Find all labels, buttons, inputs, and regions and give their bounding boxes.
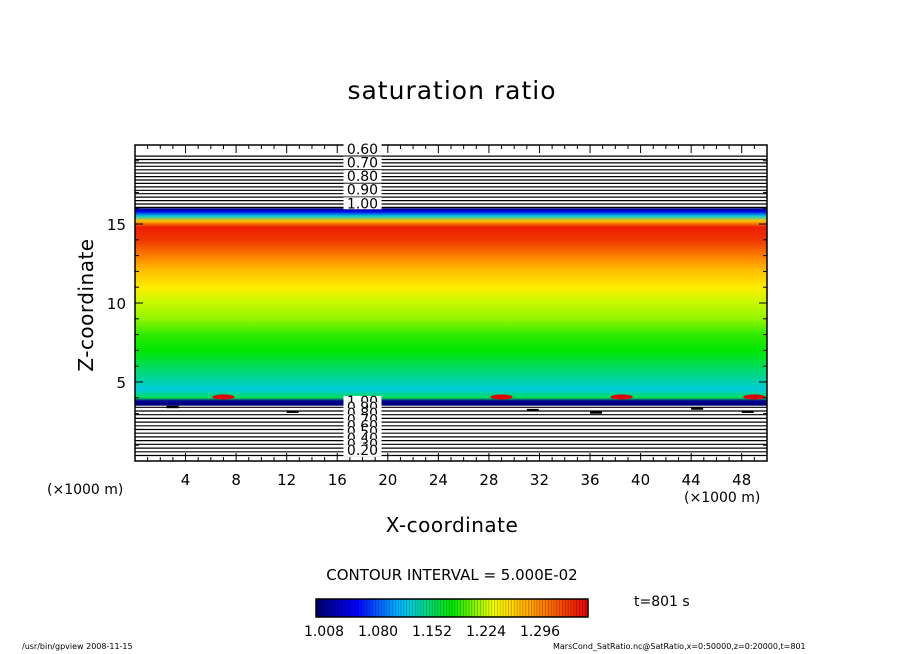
z-unit-label: (×1000 m) <box>47 482 124 498</box>
x-tick-label: 28 <box>479 471 498 489</box>
colorbar-tick-label: 1.008 <box>304 624 344 640</box>
contour-line-upper <box>134 155 768 157</box>
contour-speck <box>166 405 179 409</box>
time-label: t=801 s <box>634 594 690 610</box>
contour-line-upper <box>134 175 768 178</box>
colorbar-tick-label: 1.296 <box>520 624 560 640</box>
contour-label-bg <box>343 142 382 155</box>
contour-speck <box>286 410 299 413</box>
x-tick-label: 8 <box>231 471 241 489</box>
contour-label-upper: 0.70 <box>347 155 378 171</box>
contour-line-lower <box>134 436 768 438</box>
contour-label-bg <box>343 414 382 426</box>
contour-line-lower <box>134 424 768 427</box>
contour-line-lower <box>134 447 768 449</box>
colorbar-fill <box>316 599 588 617</box>
contour-line-upper <box>134 158 768 161</box>
z-tick-label: 15 <box>107 216 126 234</box>
x-tick-label: 24 <box>429 471 448 489</box>
contour-line-lower <box>134 406 768 409</box>
contour-lines <box>134 155 768 457</box>
contour-speck <box>526 408 539 412</box>
contour-interval: CONTOUR INTERVAL = 5.000E-02 <box>326 566 578 584</box>
contour-label-upper: 1.00 <box>347 196 378 212</box>
field-band <box>135 208 767 406</box>
contour-line-lower <box>134 439 768 442</box>
shaded-field <box>135 208 767 406</box>
contour-line-upper <box>134 192 768 195</box>
contour-line-upper <box>134 186 768 188</box>
colorbar-border <box>315 598 589 618</box>
contour-label-upper: 0.80 <box>347 169 378 185</box>
x-axis-label: X-coordinate <box>385 513 519 537</box>
contour-line-upper <box>134 182 768 185</box>
contour-label-bg <box>343 408 382 420</box>
chart-title: saturation ratio <box>347 76 557 105</box>
contour-label-upper: 0.60 <box>347 142 378 158</box>
contour-label-bg <box>343 183 382 196</box>
contour-label-bg <box>343 197 382 210</box>
colorbar: 1.008 1.080 1.152 1.224 1.296 <box>304 598 589 640</box>
colorbar-tick-label: 1.152 <box>412 624 452 640</box>
contour-line-upper <box>134 179 768 181</box>
contour-line-upper <box>134 206 768 209</box>
x-tick-label: 4 <box>181 471 191 489</box>
contour-line-upper <box>134 162 768 164</box>
x-tick-label: 16 <box>328 471 347 489</box>
contour-speck <box>741 410 754 413</box>
contour-line-upper <box>134 199 768 202</box>
z-tick-label: 10 <box>107 295 126 313</box>
colorbar-tick-label: 1.080 <box>358 624 398 640</box>
contour-line-lower <box>134 410 768 412</box>
contour-labels: 0.600.700.800.901.001.000.900.800.700.60… <box>343 142 382 459</box>
contour-label-bg <box>343 445 382 457</box>
x-tick-label: 12 <box>277 471 296 489</box>
contour-line-lower <box>134 417 768 420</box>
x-tick-label: 20 <box>378 471 397 489</box>
contour-speck <box>590 411 603 414</box>
contour-line-upper <box>134 189 768 192</box>
x-tick-label: 48 <box>732 471 751 489</box>
contour-label-lower: 0.20 <box>347 443 378 459</box>
x-tick-label: 32 <box>530 471 549 489</box>
contour-label-bg <box>343 432 382 444</box>
footer-source: MarsCond_SatRatio.nc@SatRatio,x=0:50000,… <box>553 642 806 651</box>
contour-label-bg <box>343 426 382 438</box>
contour-label-bg <box>343 170 382 183</box>
contour-line-upper <box>134 168 768 171</box>
contour-line-lower <box>134 443 768 446</box>
contour-speck <box>691 407 704 410</box>
contour-line-upper <box>134 203 768 205</box>
z-tick-label: 5 <box>116 374 126 392</box>
field-blob <box>610 394 633 400</box>
field-blob <box>490 394 513 400</box>
contour-line-upper <box>134 165 768 168</box>
contour-line-lower <box>134 454 768 457</box>
footer-program: /usr/bin/gpview 2008-11-15 <box>22 642 133 651</box>
x-tick-label: 36 <box>580 471 599 489</box>
contour-line-lower <box>134 421 768 423</box>
contour-line-lower <box>134 428 768 431</box>
contour-label-bg <box>343 439 382 451</box>
field-blob <box>212 394 235 400</box>
contour-line-upper <box>134 196 768 198</box>
contour-label-bg <box>343 156 382 169</box>
contour-label-bg <box>343 395 382 407</box>
contour-line-upper <box>134 172 768 175</box>
contour-label-bg <box>343 420 382 432</box>
contour-line-lower <box>134 432 768 435</box>
x-tick-label: 40 <box>631 471 650 489</box>
contour-line-lower <box>134 413 768 416</box>
contour-label-upper: 0.90 <box>347 183 378 199</box>
field-blob <box>743 394 766 400</box>
x-tick-label: 44 <box>682 471 701 489</box>
contour-line-lower <box>134 450 768 453</box>
x-unit-label: (×1000 m) <box>684 490 761 506</box>
colorbar-tick-label: 1.224 <box>466 624 506 640</box>
contour-label-bg <box>343 402 382 414</box>
